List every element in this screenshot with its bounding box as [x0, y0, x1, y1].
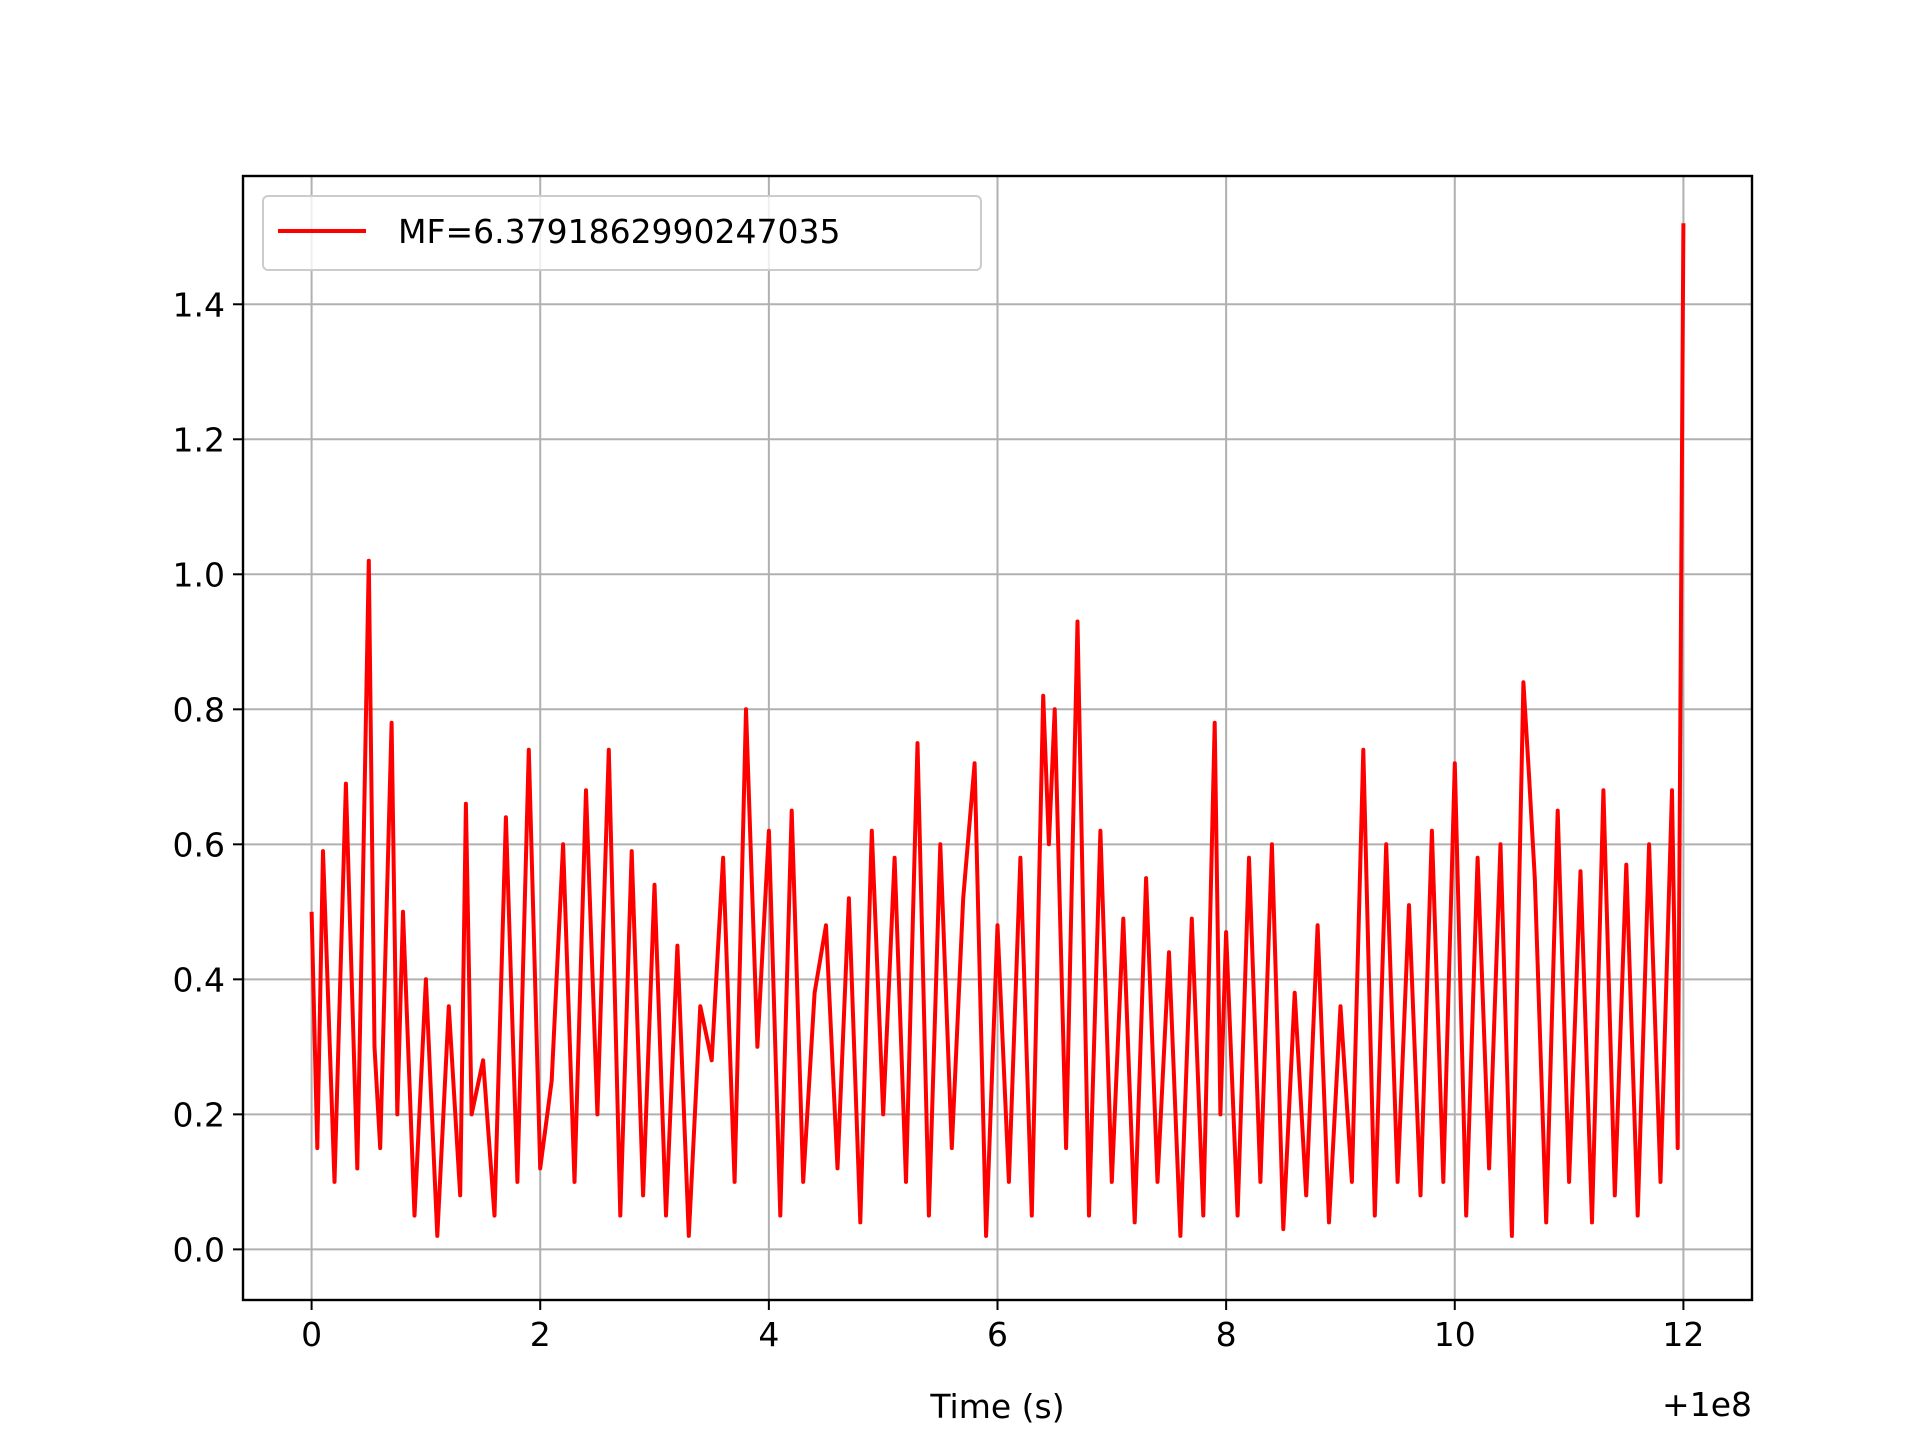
x-tick-label: 12 [1662, 1315, 1704, 1354]
y-tick-label: 1.4 [173, 285, 225, 324]
x-tick-label: 10 [1434, 1315, 1476, 1354]
x-tick-label: 4 [758, 1315, 779, 1354]
x-tick-label: 0 [301, 1315, 322, 1354]
x-axis-label: Time (s) [929, 1387, 1064, 1426]
y-tick-label: 0.0 [173, 1230, 225, 1269]
x-axis-ticks: 0 2 4 6 8 10 12 [301, 1300, 1704, 1354]
series-line [309, 223, 1686, 1238]
y-axis-ticks: 0.0 0.2 0.4 0.6 0.8 1.0 1.2 1.4 [173, 285, 243, 1269]
series-layer [309, 223, 1686, 1238]
y-tick-label: 0.6 [173, 825, 225, 864]
y-tick-label: 0.4 [173, 960, 225, 999]
legend-label: MF=6.3791862990247035 [398, 212, 841, 251]
x-tick-label: 6 [987, 1315, 1008, 1354]
legend-box [262, 195, 982, 271]
y-tick-label: 1.2 [173, 420, 225, 459]
grid-lines [243, 176, 1752, 1300]
y-tick-label: 0.8 [173, 690, 225, 729]
y-tick-label: 1.0 [173, 555, 225, 594]
legend: MF=6.3791862990247035 [262, 195, 982, 271]
x-tick-label: 8 [1216, 1315, 1237, 1354]
y-tick-label: 0.2 [173, 1095, 225, 1134]
x-axis-offset-label: +1e8 [1662, 1385, 1752, 1424]
x-tick-label: 2 [530, 1315, 551, 1354]
